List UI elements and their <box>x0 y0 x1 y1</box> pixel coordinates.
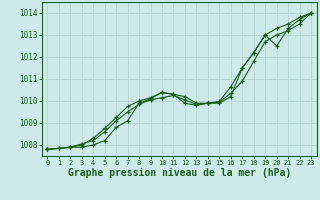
X-axis label: Graphe pression niveau de la mer (hPa): Graphe pression niveau de la mer (hPa) <box>68 168 291 178</box>
